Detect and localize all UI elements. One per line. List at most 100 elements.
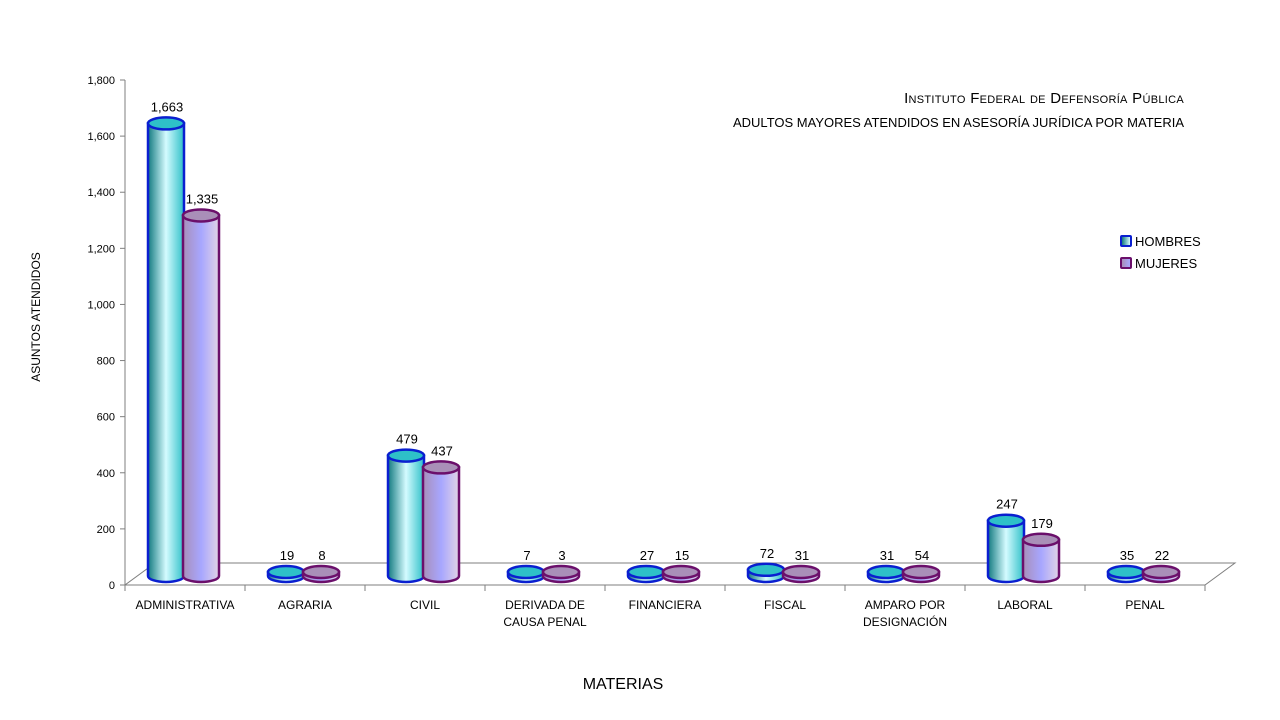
bar-mujeres (1141, 564, 1181, 584)
bar-hombres (746, 562, 786, 584)
bar-mujeres (181, 208, 221, 584)
data-label: 22 (1155, 548, 1169, 563)
x-tick-label: PENAL (1125, 598, 1165, 612)
legend-item-hombres: HOMBRES (1120, 230, 1201, 252)
chart-subtitle: ADULTOS MAYORES ATENDIDOS EN ASESORÍA JU… (732, 115, 1184, 130)
y-tick-label: 1,400 (87, 187, 115, 199)
y-tick-label: 1,600 (87, 131, 115, 143)
x-tick-label-line: FISCAL (764, 598, 806, 612)
bar-cap (746, 562, 786, 578)
bar-cap (781, 564, 821, 580)
bar-mujeres (421, 460, 461, 584)
data-label: 15 (675, 548, 689, 563)
bar-body (146, 122, 186, 584)
x-tick-label-line: PENAL (1125, 598, 1165, 612)
bar-body (386, 454, 426, 584)
data-label: 19 (280, 548, 294, 563)
data-label: 1,663 (151, 99, 184, 114)
x-tick-label: FINANCIERA (629, 598, 702, 612)
y-tick-label: 1,800 (87, 75, 115, 87)
bar-cap (1141, 564, 1181, 580)
y-tick-label: 800 (97, 356, 115, 368)
y-tick-label: 1,200 (87, 243, 115, 255)
data-label: 31 (880, 548, 894, 563)
bar-hombres (506, 564, 546, 584)
bar-hombres (386, 448, 426, 584)
x-tick-label-line: LABORAL (997, 598, 1053, 612)
bar-cap (386, 448, 426, 463)
bar-cap (421, 460, 461, 475)
x-tick-label-line: CIVIL (410, 598, 440, 612)
x-tick-label: LABORAL (997, 598, 1053, 612)
x-tick-label: AGRARIA (278, 598, 332, 612)
bar-cap (626, 564, 666, 580)
bar-mujeres (901, 564, 941, 584)
data-label: 72 (760, 546, 774, 561)
x-tick-label: CIVIL (410, 598, 440, 612)
bar-cap (1021, 532, 1061, 548)
x-tick-label-line: AMPARO POR (865, 598, 946, 612)
bar-cap (541, 564, 581, 580)
bar-cap (661, 564, 701, 580)
data-label: 1,335 (186, 191, 219, 206)
bar-cap (146, 116, 186, 131)
data-label: 8 (318, 548, 325, 563)
bar-mujeres (301, 564, 341, 584)
legend-label-mujeres: MUJERES (1135, 255, 1198, 271)
data-label: 247 (996, 497, 1018, 512)
data-label: 479 (396, 432, 418, 447)
data-label: 27 (640, 548, 654, 563)
data-label: 35 (1120, 548, 1134, 563)
data-label: 3 (558, 548, 565, 563)
legend: HOMBRES MUJERES (1120, 230, 1201, 274)
bar-cap (1106, 564, 1146, 580)
data-label: 31 (795, 548, 809, 563)
bar-mujeres (1021, 532, 1061, 584)
bar-body (986, 519, 1026, 584)
legend-swatch-hombres (1120, 235, 1132, 247)
bar-mujeres (541, 564, 581, 584)
bar-cap (901, 564, 941, 580)
bar-cap (301, 564, 341, 580)
y-tick-label: 1,000 (87, 299, 115, 311)
x-tick-label-line: AGRARIA (278, 598, 332, 612)
x-tick-label-line: CAUSA PENAL (503, 615, 587, 629)
y-tick-label: 400 (97, 468, 115, 480)
bar-hombres (146, 116, 186, 584)
bar-cap (266, 564, 306, 580)
x-tick-label-line: DESIGNACIÓN (863, 614, 947, 629)
data-label: 7 (523, 548, 530, 563)
bar-body (181, 214, 221, 584)
bar-body (421, 466, 461, 584)
bar-cap (866, 564, 906, 580)
x-tick-label: DERIVADA DE CAUSA PENAL (503, 598, 587, 629)
bar-hombres (866, 564, 906, 584)
bar-body (1021, 538, 1061, 584)
data-label: 437 (431, 443, 453, 458)
bar-hombres (626, 564, 666, 584)
x-tick-label: AMPARO POR DESIGNACIÓN (863, 598, 947, 629)
legend-item-mujeres: MUJERES (1120, 252, 1201, 274)
data-label: 54 (915, 548, 929, 563)
x-tick-label-line: DERIVADA DE (505, 598, 585, 612)
x-axis-label: MATERIAS (582, 676, 664, 693)
y-axis-label: ASUNTOS ATENDIDOS (29, 252, 43, 382)
y-tick-label: 600 (97, 412, 115, 424)
y-tick-label: 200 (97, 524, 115, 536)
legend-label-hombres: HOMBRES (1135, 233, 1201, 249)
legend-swatch-mujeres (1120, 257, 1132, 269)
bar-mujeres (661, 564, 701, 584)
data-label: 179 (1031, 516, 1053, 531)
bar-mujeres (781, 564, 821, 584)
chart-title: Instituto Federal de Defensoría Pública (904, 90, 1184, 107)
x-tick-label-line: ADMINISTRATIVA (136, 598, 235, 612)
bar-cap (181, 208, 221, 223)
x-tick-label-line: FINANCIERA (629, 598, 702, 612)
x-tick-label: ADMINISTRATIVA (136, 598, 235, 612)
bar-hombres (986, 513, 1026, 584)
bar-hombres (266, 564, 306, 584)
bar-hombres (1106, 564, 1146, 584)
bar-cap (986, 513, 1026, 528)
